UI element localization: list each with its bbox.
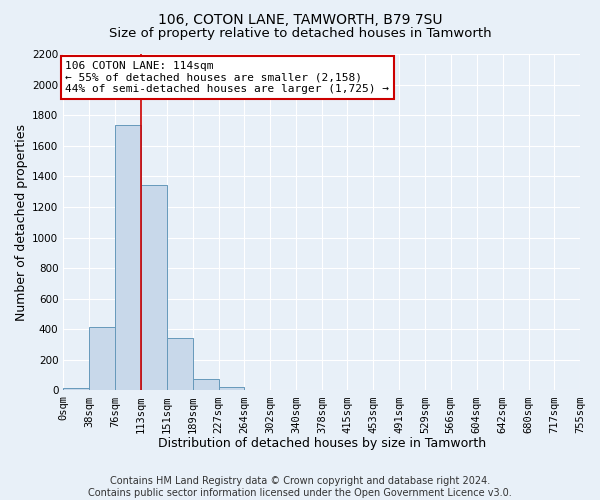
- Text: 106 COTON LANE: 114sqm
← 55% of detached houses are smaller (2,158)
44% of semi-: 106 COTON LANE: 114sqm ← 55% of detached…: [65, 61, 389, 94]
- Text: 106, COTON LANE, TAMWORTH, B79 7SU: 106, COTON LANE, TAMWORTH, B79 7SU: [158, 12, 442, 26]
- Text: Size of property relative to detached houses in Tamworth: Size of property relative to detached ho…: [109, 28, 491, 40]
- Bar: [193, 379, 218, 390]
- Bar: [89, 327, 115, 390]
- Y-axis label: Number of detached properties: Number of detached properties: [15, 124, 28, 320]
- Text: Contains HM Land Registry data © Crown copyright and database right 2024.
Contai: Contains HM Land Registry data © Crown c…: [88, 476, 512, 498]
- Bar: [115, 125, 140, 390]
- Bar: [140, 185, 167, 390]
- X-axis label: Distribution of detached houses by size in Tamworth: Distribution of detached houses by size …: [158, 437, 486, 450]
- Bar: [63, 388, 89, 390]
- Bar: [167, 338, 193, 390]
- Bar: [218, 386, 244, 390]
